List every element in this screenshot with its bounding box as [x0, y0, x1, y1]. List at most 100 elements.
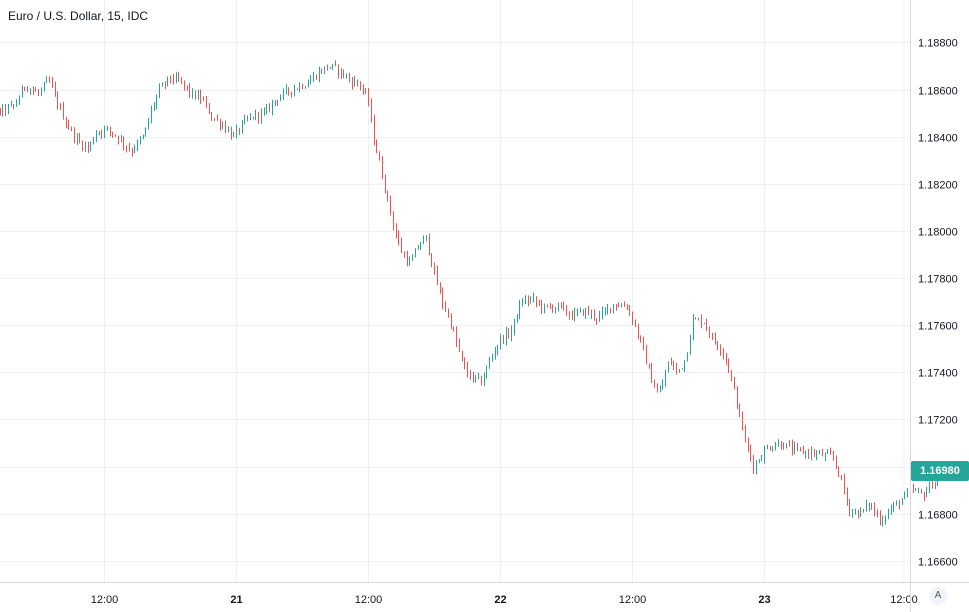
candle-body	[239, 128, 240, 132]
candle-body	[803, 448, 804, 454]
candle-body	[902, 499, 903, 505]
candle-body	[525, 299, 526, 304]
candle-body	[313, 75, 314, 80]
candle-body	[921, 490, 922, 493]
candle-body	[275, 100, 276, 103]
candle-body	[236, 128, 237, 135]
candle-body	[599, 314, 600, 320]
candle-body	[654, 383, 655, 388]
candle-body	[335, 64, 336, 66]
candle-body	[63, 106, 64, 120]
candle-body	[137, 140, 138, 149]
candle-body	[935, 482, 936, 489]
auto-scale-button[interactable]: A	[929, 587, 947, 605]
candle-body	[167, 76, 168, 85]
candle-body	[723, 351, 724, 355]
candle-body	[569, 313, 570, 316]
candle-body	[618, 306, 619, 308]
candle-body	[297, 89, 298, 91]
candle-body	[8, 105, 9, 112]
candle-body	[517, 317, 518, 319]
candle-body	[484, 377, 485, 385]
candle-body	[277, 100, 278, 102]
candle-body	[305, 86, 306, 89]
candle-body	[838, 466, 839, 476]
candle-body	[759, 460, 760, 463]
candle-body	[456, 330, 457, 343]
candle-body	[621, 305, 622, 307]
candle-body	[583, 309, 584, 316]
candle-body	[66, 119, 67, 125]
candle-body	[481, 376, 482, 385]
candle-body	[365, 90, 366, 93]
candle-body	[434, 265, 435, 271]
candle-body	[154, 104, 155, 109]
y-tick-label: 1.16800	[918, 510, 958, 522]
candle-body	[748, 438, 749, 449]
candle-body	[638, 325, 639, 337]
candle-body	[486, 366, 487, 378]
candle-body	[302, 85, 303, 89]
candle-body	[393, 213, 394, 227]
candle-body	[594, 312, 595, 319]
x-tick-label: 12:00	[890, 594, 918, 606]
candle-body	[778, 442, 779, 446]
candle-body	[547, 304, 548, 307]
candle-body	[924, 492, 925, 497]
candle-body	[0, 109, 1, 113]
candle-body	[184, 80, 185, 86]
candle-body	[442, 291, 443, 305]
candle-body	[866, 504, 867, 510]
candle-body	[627, 306, 628, 309]
candle-body	[176, 76, 177, 81]
candle-body	[869, 504, 870, 508]
candle-body	[874, 505, 875, 513]
candle-body	[310, 79, 311, 84]
candle-body	[519, 303, 520, 318]
candle-body	[11, 104, 12, 106]
candle-body	[508, 331, 509, 337]
candle-body	[489, 360, 490, 367]
candle-body	[660, 389, 661, 392]
candle-body	[253, 116, 254, 119]
candle-body	[808, 451, 809, 456]
candle-body	[891, 508, 892, 512]
candle-body	[60, 106, 61, 108]
candle-body	[341, 69, 342, 74]
candle-body	[195, 91, 196, 99]
candle-body	[734, 377, 735, 389]
candle-body	[885, 517, 886, 521]
candle-body	[156, 95, 157, 105]
candle-body	[181, 80, 182, 82]
candle-body	[390, 196, 391, 214]
candle-body	[585, 309, 586, 316]
candle-body	[907, 491, 908, 494]
candle-body	[145, 127, 146, 137]
candle-body	[214, 118, 215, 120]
candle-body	[693, 318, 694, 338]
candle-body	[528, 299, 529, 302]
candle-body	[192, 91, 193, 95]
candle-body	[893, 504, 894, 509]
candle-body	[849, 502, 850, 514]
candle-body	[833, 454, 834, 458]
candle-body	[354, 80, 355, 85]
candle-body	[2, 106, 3, 113]
candle-body	[847, 491, 848, 503]
y-tick-label: 1.17200	[918, 415, 958, 427]
candle-body	[286, 88, 287, 91]
candle-body	[376, 141, 377, 153]
candle-body	[324, 66, 325, 73]
candle-body	[129, 147, 130, 151]
candle-body	[206, 100, 207, 104]
candle-body	[530, 298, 531, 302]
candle-body	[698, 318, 699, 320]
candle-body	[99, 132, 100, 134]
candle-body	[602, 310, 603, 315]
candle-body	[932, 483, 933, 489]
candle-body	[360, 83, 361, 87]
candle-body	[539, 302, 540, 304]
